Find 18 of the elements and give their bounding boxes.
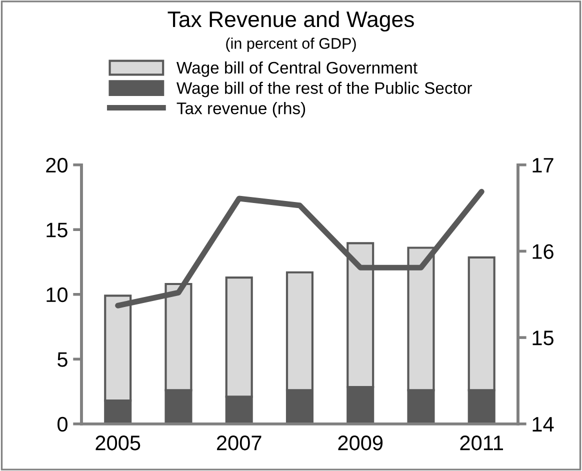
chart-subtitle: (in percent of GDP) — [226, 38, 356, 52]
x-tick-label: 2005 — [96, 436, 140, 450]
y-tick-label: 0 — [58, 416, 68, 432]
x-tick-label: 2007 — [216, 436, 262, 450]
chart-title: Tax Revenue and Wages — [168, 10, 414, 32]
y-tick-label: 10 — [46, 287, 68, 302]
y2-tick-label: 16 — [532, 244, 554, 259]
y2-tick-label: 15 — [532, 330, 554, 346]
legend-label: Wage bill of Central Government — [176, 61, 418, 77]
y2-tick-label: 14 — [532, 417, 554, 432]
x-tick-label: 2011 — [460, 436, 503, 450]
legend-label: Wage bill of the rest of the Public Sector — [176, 82, 472, 98]
x-tick-label: 2009 — [338, 436, 383, 450]
y-tick-label: 15 — [46, 222, 68, 238]
y-tick-label: 5 — [58, 352, 68, 367]
y2-tick-label: 17 — [532, 158, 554, 172]
legend-label: Tax revenue (rhs) — [176, 102, 306, 118]
y-tick-label: 20 — [46, 158, 68, 173]
